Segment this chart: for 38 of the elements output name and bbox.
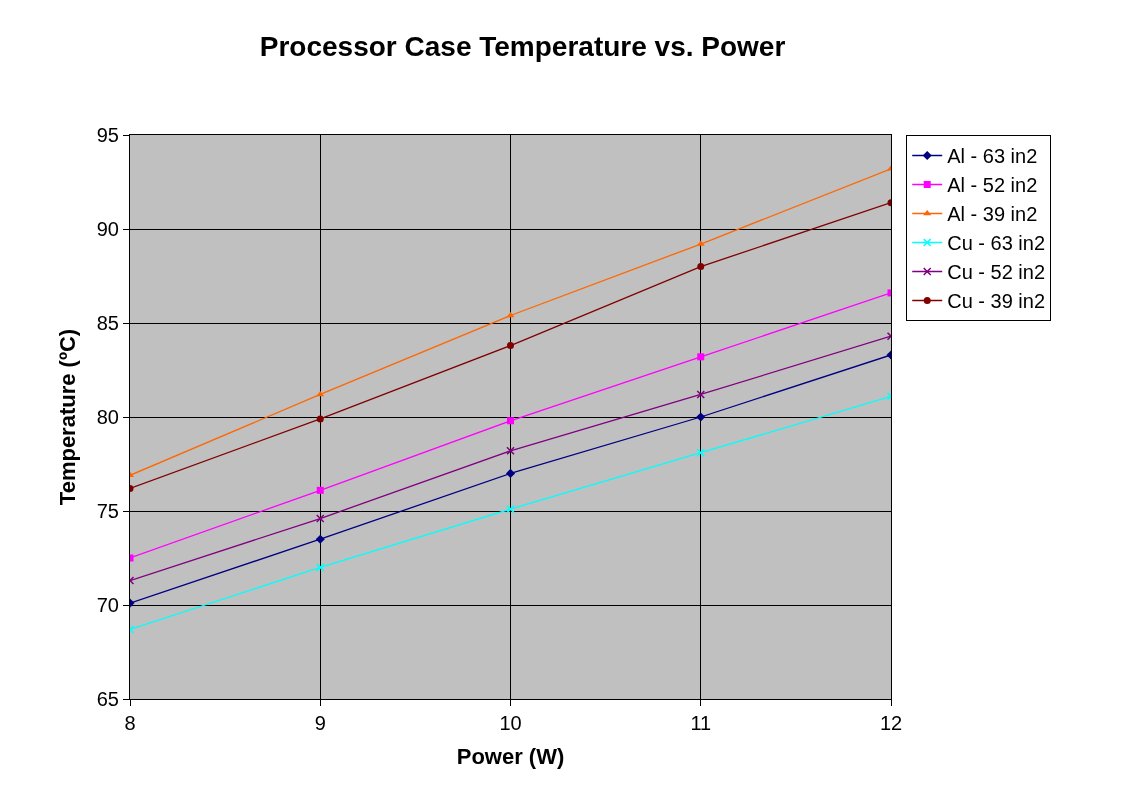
point xyxy=(697,353,705,361)
x-tick-label: 10 xyxy=(499,712,522,734)
point xyxy=(315,534,325,544)
point xyxy=(316,415,324,423)
x-tick-label: 12 xyxy=(879,712,903,734)
point xyxy=(507,342,514,350)
y-tick-label: 85 xyxy=(96,312,119,334)
x-tick-label: 11 xyxy=(690,712,712,734)
x-tick-label: 8 xyxy=(124,712,136,734)
point xyxy=(696,448,705,457)
point xyxy=(506,311,515,318)
chart-title: Processor Case Temperature vs. Power xyxy=(259,30,786,62)
point xyxy=(316,390,325,397)
point xyxy=(316,563,325,572)
y-tick-label: 95 xyxy=(96,124,119,146)
point xyxy=(316,486,324,494)
point xyxy=(697,263,705,271)
x-axis-title: Power (W) xyxy=(456,743,565,769)
y-tick-label: 80 xyxy=(96,406,119,428)
legend-label: Al - 52 in2 xyxy=(947,174,1038,197)
y-tick-label: 75 xyxy=(96,500,119,522)
x-tick-label: 9 xyxy=(314,712,326,734)
y-axis-title: Temperature (ºC) xyxy=(54,328,80,506)
point xyxy=(316,514,325,523)
point xyxy=(505,468,516,478)
point xyxy=(506,504,515,514)
legend-label: Cu - 39 in2 xyxy=(947,290,1046,313)
legend-label: Cu - 63 in2 xyxy=(947,232,1046,255)
point xyxy=(696,412,706,422)
point xyxy=(507,417,514,425)
point xyxy=(506,446,515,456)
y-tick-label: 90 xyxy=(96,218,119,240)
legend-label: Al - 39 in2 xyxy=(947,203,1038,226)
point xyxy=(696,390,705,399)
legend-label: Cu - 52 in2 xyxy=(947,261,1046,284)
y-tick-label: 65 xyxy=(96,688,119,710)
y-tick-label: 70 xyxy=(96,594,119,616)
legend-label: Al - 63 in2 xyxy=(947,145,1038,168)
